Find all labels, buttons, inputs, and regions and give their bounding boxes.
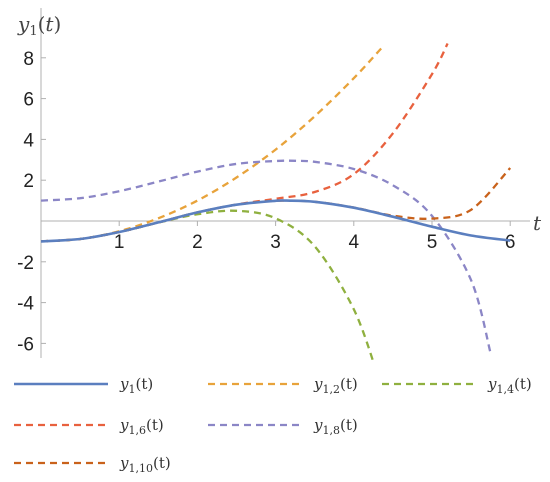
- legend-label-2: y1,4(t): [487, 375, 532, 396]
- tick-labels: 1 2 3 4 5 6 -6 -4 -2 2 4 6 8: [17, 49, 515, 356]
- series-line-2: [41, 209, 374, 360]
- y-tick-label: -6: [17, 334, 34, 355]
- x-tick-label: 3: [270, 232, 281, 253]
- x-tick-label: 2: [192, 232, 203, 253]
- legend-label-1: y1,2(t): [313, 375, 358, 396]
- series-line-5: [41, 167, 512, 243]
- legend-label-3: y1,6(t): [119, 416, 164, 437]
- series-line-1: [41, 47, 383, 243]
- legend-label-0: y1(t): [119, 375, 153, 396]
- y-tick-label: 6: [23, 90, 34, 111]
- x-tick-label: 4: [349, 232, 360, 253]
- y-tick-label: -2: [17, 253, 34, 274]
- legend: y1(t) y1,2(t) y1,4(t) y1,6(t) y1,8(t) y1,10(t…: [14, 375, 532, 475]
- y-tick-label: 4: [23, 130, 34, 151]
- y-tick-label: 2: [23, 171, 34, 192]
- y-tick-label: -4: [17, 294, 34, 315]
- legend-label-4: y1,8(t): [313, 416, 358, 437]
- x-axis-label: t: [533, 211, 542, 235]
- x-tick-label: 5: [427, 232, 438, 253]
- axes: [40, 8, 530, 358]
- y-axis-label: y1(t): [17, 12, 61, 39]
- series-lines: [41, 42, 512, 360]
- x-tick-label: 1: [114, 232, 125, 253]
- x-tick-label: 6: [505, 232, 516, 253]
- y-tick-label: 8: [23, 49, 34, 70]
- series-line-4: [41, 159, 492, 354]
- series-line-0: [41, 199, 511, 243]
- legend-label-5: y1,10(t): [119, 454, 171, 475]
